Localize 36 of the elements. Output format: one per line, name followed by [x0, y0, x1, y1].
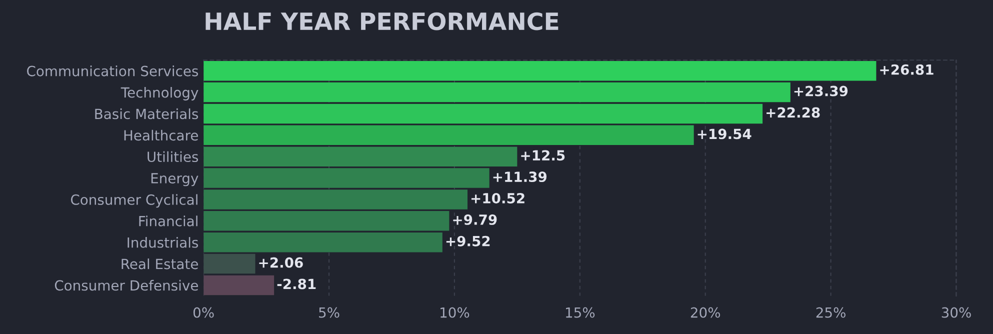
bar: [204, 275, 274, 296]
data-label: +22.28: [766, 107, 820, 118]
y-tick-label: Industrials: [128, 237, 198, 248]
x-tick-label: 15%: [566, 307, 595, 318]
y-tick-label: Healthcare: [124, 130, 198, 141]
bar: [204, 254, 256, 274]
data-label: +26.81: [880, 64, 934, 75]
data-label: +2.06: [259, 257, 303, 268]
x-tick-label: 20%: [690, 307, 720, 318]
data-label: +19.54: [698, 128, 752, 140]
data-label: -2.81: [277, 278, 316, 290]
y-tick-label: Financial: [139, 216, 198, 226]
data-label: +23.39: [794, 86, 848, 96]
data-label: +11.39: [493, 172, 547, 182]
bar: [204, 125, 694, 146]
data-label: +12.5: [521, 150, 565, 161]
bar: [204, 60, 876, 81]
y-tick-label: Consumer Defensive: [54, 280, 198, 291]
y-tick-label: Consumer Cyclical: [70, 194, 198, 208]
data-label: +9.52: [446, 236, 490, 246]
chart-title: HALF YEAR PERFORMANCE: [206, 12, 558, 30]
bar: [204, 82, 790, 102]
y-tick-label: Basic Materials: [95, 108, 198, 120]
x-tick-label: 30%: [942, 307, 971, 318]
y-tick-label: Utilities: [148, 151, 198, 162]
x-tick-label: 5%: [319, 307, 340, 318]
x-tick-label: 10%: [440, 307, 470, 318]
x-tick-label: 25%: [816, 307, 846, 318]
y-tick-label: Technology: [120, 87, 198, 100]
y-tick-label: Real Estate: [122, 258, 198, 270]
y-tick-label: Energy: [151, 173, 198, 186]
data-label: +10.52: [471, 192, 524, 204]
data-label: +9.79: [453, 214, 497, 225]
bar: [204, 104, 763, 124]
y-tick-label: Communication Services: [27, 66, 198, 76]
x-tick-label: 0%: [193, 307, 214, 318]
